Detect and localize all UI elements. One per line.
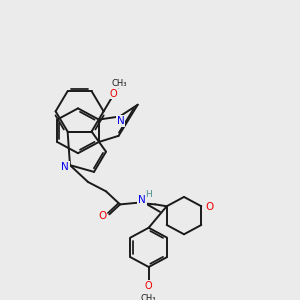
Text: O: O [145, 281, 152, 291]
Text: H: H [146, 190, 152, 199]
Text: N: N [61, 162, 69, 172]
Text: O: O [205, 202, 213, 212]
Text: CH₃: CH₃ [141, 294, 156, 300]
Text: N: N [138, 195, 146, 205]
Text: O: O [98, 211, 106, 221]
Text: N: N [117, 116, 124, 126]
Text: O: O [110, 88, 117, 99]
Text: CH₃: CH₃ [112, 79, 128, 88]
